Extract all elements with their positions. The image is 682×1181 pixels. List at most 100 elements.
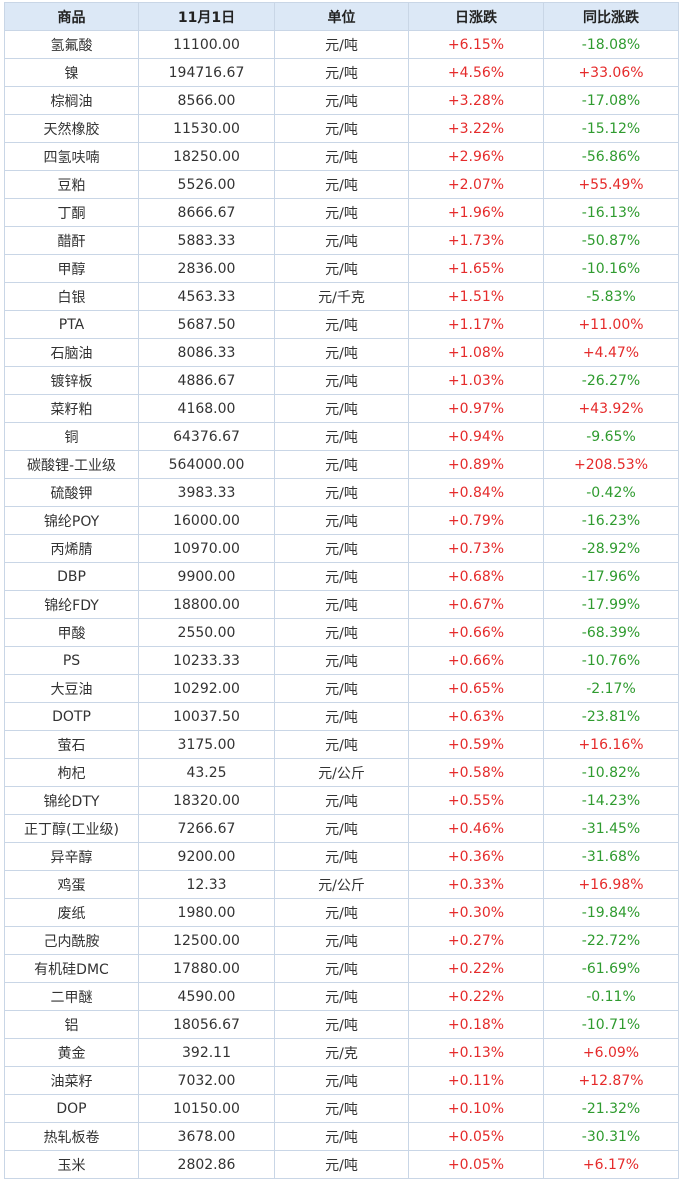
yoy-change: -28.92% — [543, 534, 679, 563]
commodity-name: 有机硅DMC — [4, 954, 139, 983]
price-value: 18056.67 — [138, 1010, 275, 1039]
table-row: 甲酸 2550.00 元/吨 +0.66% -68.39% — [4, 618, 679, 647]
daily-change: +0.13% — [408, 1038, 544, 1067]
daily-change: +0.59% — [408, 730, 544, 759]
daily-change: +0.66% — [408, 618, 544, 647]
unit-value: 元/吨 — [274, 1094, 409, 1123]
unit-value: 元/吨 — [274, 310, 409, 339]
price-value: 4590.00 — [138, 982, 275, 1011]
header-commodity: 商品 — [4, 2, 139, 31]
daily-change: +0.67% — [408, 590, 544, 619]
table-row: 棕榈油 8566.00 元/吨 +3.28% -17.08% — [4, 86, 679, 115]
unit-value: 元/吨 — [274, 814, 409, 843]
table-row: 醋酐 5883.33 元/吨 +1.73% -50.87% — [4, 226, 679, 255]
table-row: 铝 18056.67 元/吨 +0.18% -10.71% — [4, 1010, 679, 1039]
daily-change: +0.65% — [408, 674, 544, 703]
table-row: 油菜籽 7032.00 元/吨 +0.11% +12.87% — [4, 1066, 679, 1095]
price-value: 3175.00 — [138, 730, 275, 759]
table-row: 废纸 1980.00 元/吨 +0.30% -19.84% — [4, 898, 679, 927]
table-row: 氢氟酸 11100.00 元/吨 +6.15% -18.08% — [4, 30, 679, 59]
commodity-name: 硫酸钾 — [4, 478, 139, 507]
table-row: 二甲醚 4590.00 元/吨 +0.22% -0.11% — [4, 982, 679, 1011]
unit-value: 元/吨 — [274, 1010, 409, 1039]
price-value: 5687.50 — [138, 310, 275, 339]
unit-value: 元/吨 — [274, 506, 409, 535]
commodity-price-table: 商品 11月1日 单位 日涨跌 同比涨跌 氢氟酸 11100.00 元/吨 +6.15… — [4, 2, 679, 1179]
unit-value: 元/公斤 — [274, 870, 409, 899]
table-row: 己内酰胺 12500.00 元/吨 +0.27% -22.72% — [4, 926, 679, 955]
commodity-name: 锦纶POY — [4, 506, 139, 535]
commodity-name: 玉米 — [4, 1150, 139, 1179]
daily-change: +1.03% — [408, 366, 544, 395]
price-value: 11530.00 — [138, 114, 275, 143]
price-value: 3678.00 — [138, 1122, 275, 1151]
price-value: 2836.00 — [138, 254, 275, 283]
daily-change: +0.97% — [408, 394, 544, 423]
daily-change: +0.66% — [408, 646, 544, 675]
unit-value: 元/吨 — [274, 198, 409, 227]
commodity-name: 镀锌板 — [4, 366, 139, 395]
unit-value: 元/吨 — [274, 618, 409, 647]
commodity-name: 铝 — [4, 1010, 139, 1039]
price-value: 8086.33 — [138, 338, 275, 367]
commodity-name: 甲醇 — [4, 254, 139, 283]
yoy-change: -10.76% — [543, 646, 679, 675]
unit-value: 元/吨 — [274, 226, 409, 255]
header-price-date: 11月1日 — [138, 2, 275, 31]
commodity-name: 正丁醇(工业级) — [4, 814, 139, 843]
price-value: 4168.00 — [138, 394, 275, 423]
price-value: 4886.67 — [138, 366, 275, 395]
commodity-name: PS — [4, 646, 139, 675]
table-row: 镀锌板 4886.67 元/吨 +1.03% -26.27% — [4, 366, 679, 395]
unit-value: 元/千克 — [274, 282, 409, 311]
table-row: PTA 5687.50 元/吨 +1.17% +11.00% — [4, 310, 679, 339]
commodity-name: 菜籽粕 — [4, 394, 139, 423]
daily-change: +0.73% — [408, 534, 544, 563]
commodity-name: 丁酮 — [4, 198, 139, 227]
table-row: 锦纶DTY 18320.00 元/吨 +0.55% -14.23% — [4, 786, 679, 815]
unit-value: 元/吨 — [274, 534, 409, 563]
yoy-change: +11.00% — [543, 310, 679, 339]
header-row: 商品 11月1日 单位 日涨跌 同比涨跌 — [4, 2, 679, 31]
daily-change: +0.05% — [408, 1122, 544, 1151]
commodity-name: 氢氟酸 — [4, 30, 139, 59]
commodity-name: 己内酰胺 — [4, 926, 139, 955]
daily-change: +0.22% — [408, 982, 544, 1011]
daily-change: +4.56% — [408, 58, 544, 87]
daily-change: +1.65% — [408, 254, 544, 283]
daily-change: +0.11% — [408, 1066, 544, 1095]
daily-change: +1.73% — [408, 226, 544, 255]
price-value: 18800.00 — [138, 590, 275, 619]
price-value: 17880.00 — [138, 954, 275, 983]
yoy-change: +16.98% — [543, 870, 679, 899]
table-row: 大豆油 10292.00 元/吨 +0.65% -2.17% — [4, 674, 679, 703]
yoy-change: -19.84% — [543, 898, 679, 927]
price-value: 12.33 — [138, 870, 275, 899]
commodity-name: 碳酸锂-工业级 — [4, 450, 139, 479]
yoy-change: -26.27% — [543, 366, 679, 395]
daily-change: +3.28% — [408, 86, 544, 115]
price-value: 2550.00 — [138, 618, 275, 647]
unit-value: 元/吨 — [274, 114, 409, 143]
table-row: 丁酮 8666.67 元/吨 +1.96% -16.13% — [4, 198, 679, 227]
price-value: 11100.00 — [138, 30, 275, 59]
price-value: 9200.00 — [138, 842, 275, 871]
daily-change: +3.22% — [408, 114, 544, 143]
daily-change: +6.15% — [408, 30, 544, 59]
table-row: 萤石 3175.00 元/吨 +0.59% +16.16% — [4, 730, 679, 759]
yoy-change: -50.87% — [543, 226, 679, 255]
unit-value: 元/吨 — [274, 786, 409, 815]
commodity-table-container: 商品 11月1日 单位 日涨跌 同比涨跌 氢氟酸 11100.00 元/吨 +6.15… — [4, 2, 679, 1179]
table-row: 白银 4563.33 元/千克 +1.51% -5.83% — [4, 282, 679, 311]
unit-value: 元/吨 — [274, 1122, 409, 1151]
yoy-change: -14.23% — [543, 786, 679, 815]
price-value: 5526.00 — [138, 170, 275, 199]
price-value: 8666.67 — [138, 198, 275, 227]
table-row: 黄金 392.11 元/克 +0.13% +6.09% — [4, 1038, 679, 1067]
unit-value: 元/吨 — [274, 394, 409, 423]
yoy-change: -56.86% — [543, 142, 679, 171]
commodity-name: DOP — [4, 1094, 139, 1123]
yoy-change: -0.11% — [543, 982, 679, 1011]
commodity-name: 大豆油 — [4, 674, 139, 703]
daily-change: +0.89% — [408, 450, 544, 479]
